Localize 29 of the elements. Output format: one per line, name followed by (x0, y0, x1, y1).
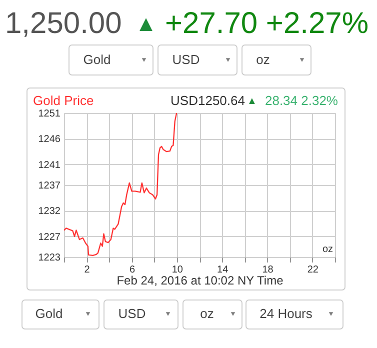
x-tick-label: 22 (307, 264, 319, 276)
x-axis-title: Feb 24, 2016 at 10:02 NY Time (116, 274, 284, 288)
chart-title: Gold Price (33, 93, 94, 108)
text: oz (200, 306, 214, 321)
x-tick-label: 2 (84, 264, 90, 276)
y-tick-label: 1232 (38, 206, 61, 218)
text: oz (256, 52, 270, 67)
text: ▲ (135, 11, 157, 36)
y-tick-label: 1241 (38, 160, 61, 171)
x-tick-label: 6 (129, 264, 136, 276)
y-tick-label: 1251 (38, 108, 61, 120)
text: USD (172, 52, 200, 67)
x-tick-label: 18 (262, 264, 274, 276)
text: +27.70 +2.27% (165, 7, 369, 40)
x-tick-label: 10 (172, 264, 184, 276)
text: USD (118, 306, 146, 321)
y-tick-label: 1246 (38, 134, 61, 146)
y-tick-label: 1223 (38, 252, 61, 264)
text: USD1250.64 (170, 93, 245, 108)
text: Gold (35, 306, 63, 321)
y-tick-label: 1237 (38, 180, 61, 192)
annotation: oz (322, 244, 333, 255)
text: 1,250.00 (5, 7, 122, 40)
text: 24 Hours (260, 306, 313, 321)
text: ▲ (247, 96, 257, 107)
text: 28.34 2.32% (264, 93, 338, 108)
y-tick-label: 1227 (38, 232, 61, 243)
text: Gold (83, 52, 111, 67)
x-tick-label: 14 (217, 264, 229, 276)
